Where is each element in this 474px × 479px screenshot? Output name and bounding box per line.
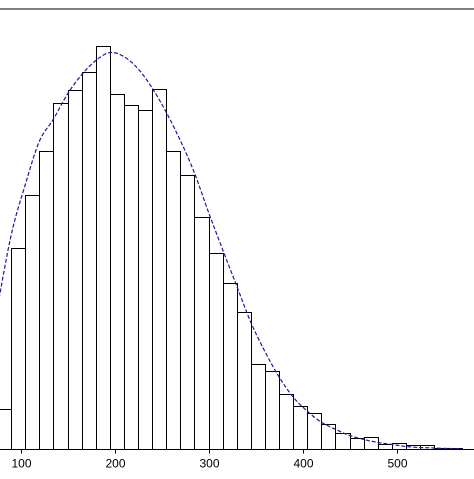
histogram-bar [0,409,12,450]
histogram-bar [223,283,238,450]
x-tick-label: 300 [199,457,219,471]
histogram-bar [194,217,210,450]
histogram-bar [180,175,195,450]
histogram-bar [110,94,125,450]
histogram-bar [53,103,69,450]
x-tick-label: 400 [293,457,313,471]
histogram-bar [68,90,83,450]
histogram-bar [293,406,308,450]
x-tick-label: 500 [387,457,407,471]
histogram-bar [335,433,351,450]
histogram-bar [39,151,54,450]
histogram-bar [237,312,252,450]
x-tick-label: 200 [105,457,125,471]
x-axis-ticks: 100 200 300 400 500 [11,449,408,471]
bars-layer [0,46,463,450]
density-curve [0,51,463,450]
histogram-bar [166,151,181,450]
histogram-bar [138,110,153,450]
histogram-bar [378,444,393,450]
histogram-bar [350,438,365,450]
histogram-bar [124,105,139,450]
histogram-bar [209,253,224,450]
histogram-bar [152,89,167,450]
histogram-bar [11,248,26,450]
density-curve-layer [0,51,463,450]
histogram-bar [364,437,379,450]
histogram-bar [307,413,322,450]
histogram-bar [251,364,266,450]
histogram-bar [265,371,280,450]
histogram-bar [25,195,40,450]
histogram-bar [82,72,97,450]
histogram-bar [96,46,111,450]
histogram-bar [279,394,294,450]
x-tick-label: 100 [11,457,31,471]
